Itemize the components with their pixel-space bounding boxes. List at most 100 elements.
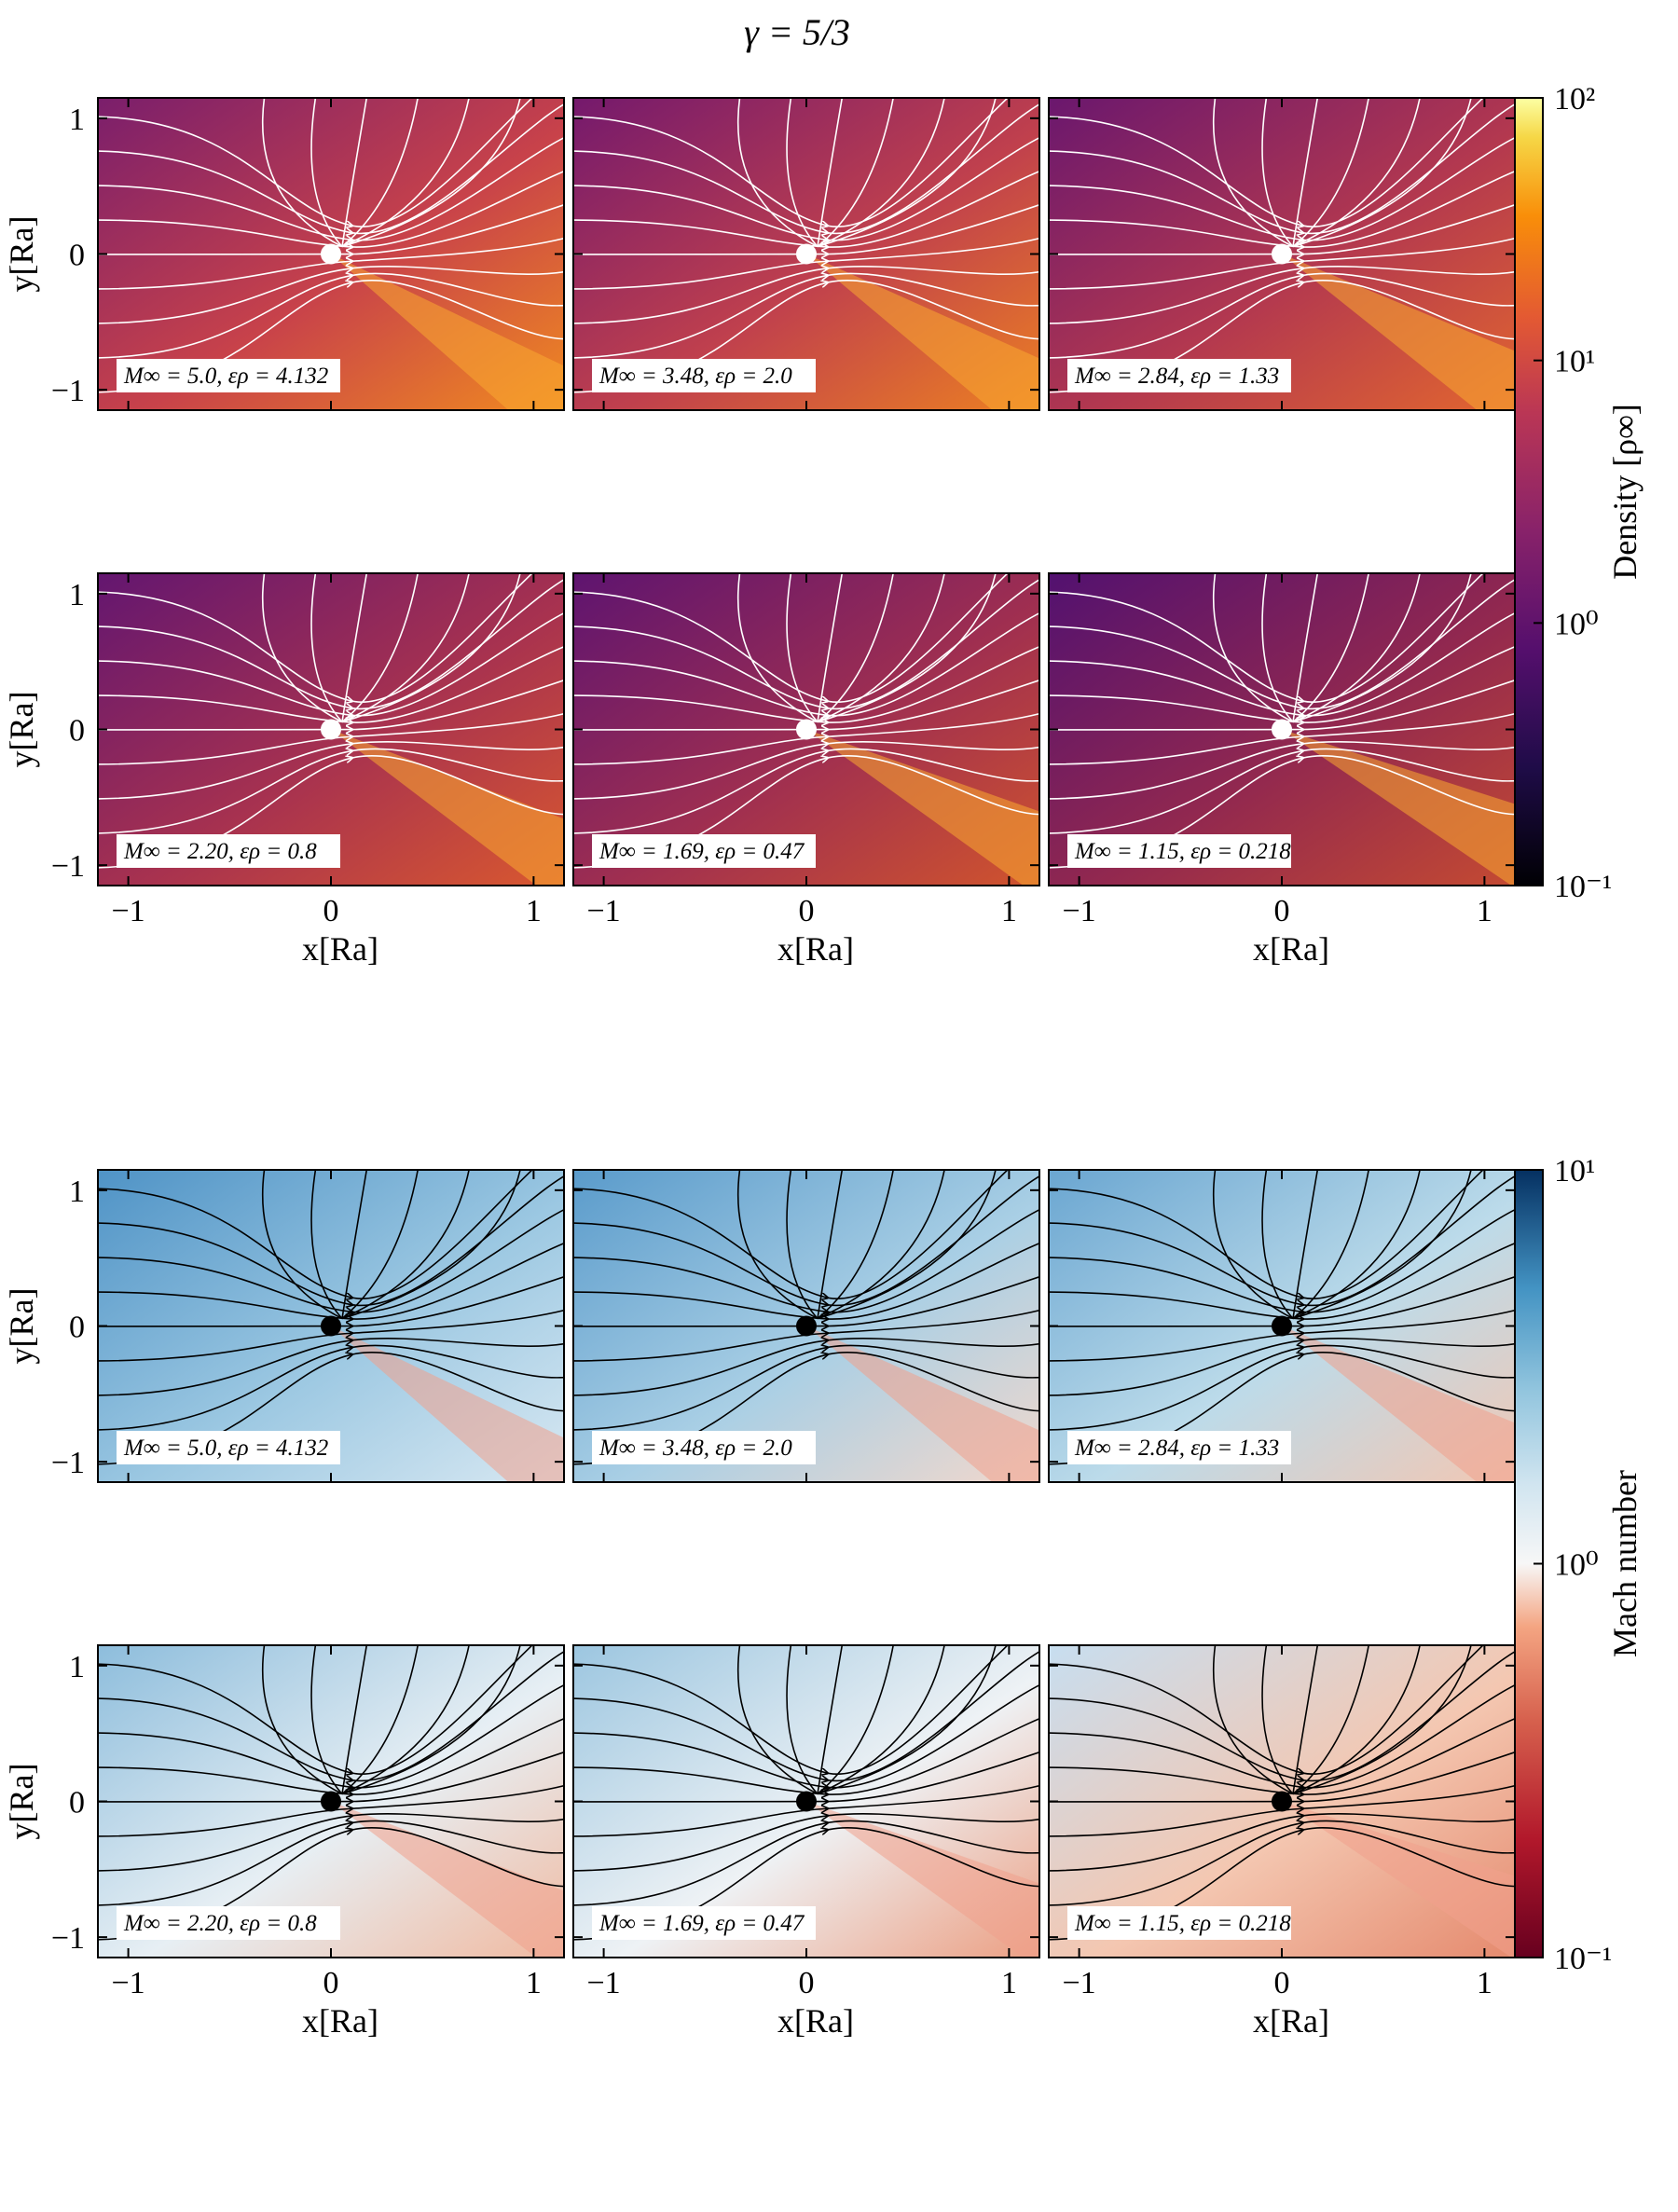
streamlines (98, 1645, 564, 1941)
panel-2: M∞ = 3.48, ερ = 2.0 (572, 1169, 1040, 1483)
streamline (573, 1650, 1039, 1780)
streamline (98, 98, 533, 227)
x-tick-label: −1 (112, 894, 145, 928)
panel-1: −1 0 1 y[Ra] M∞ = 5.0, ερ = 4.132 (3, 97, 565, 411)
streamline (98, 1345, 564, 1431)
streamline (1213, 1645, 1294, 1795)
streamline (98, 712, 564, 765)
streamline (1292, 1170, 1421, 1320)
accretor-marker (796, 243, 817, 265)
streamline (1292, 1645, 1421, 1795)
streamline (98, 1242, 564, 1319)
y-tick-label: −1 (51, 1446, 85, 1480)
streamline (573, 273, 1039, 359)
streamline (1049, 1645, 1484, 1774)
streamline (341, 573, 521, 723)
x-tick-label: 0 (1274, 894, 1290, 928)
svg-text:M∞ = 5.0, ερ = 4.132: M∞ = 5.0, ερ = 4.132 (123, 1436, 328, 1461)
panel-1: −1 0 1 y[Ra] M∞ = 5.0, ερ = 4.132 (3, 1169, 565, 1483)
streamline (98, 573, 533, 702)
colorbar-tick-label: 10⁻¹ (1554, 870, 1612, 904)
y-tick-label: −1 (51, 849, 85, 884)
streamline (573, 237, 1039, 290)
streamline (573, 1751, 1039, 1802)
streamline (1261, 1645, 1294, 1795)
shock-wake (806, 1326, 1039, 1482)
streamline (573, 1784, 1039, 1837)
streamline (341, 98, 368, 247)
accretor-marker (1272, 1791, 1292, 1812)
streamline (262, 98, 343, 248)
panel-annotation: M∞ = 1.69, ερ = 0.47 (592, 834, 816, 868)
streamlines (98, 573, 564, 869)
streamline (817, 573, 945, 723)
streamline (341, 1170, 419, 1320)
figure-title: γ = 5/3 (744, 11, 850, 53)
streamline (98, 578, 564, 708)
y-axis-label: y[Ra] (3, 1288, 40, 1365)
panel-annotation: M∞ = 1.69, ερ = 0.47 (592, 1906, 816, 1940)
y-tick-label: 0 (69, 1311, 85, 1345)
y-tick-label: −1 (51, 374, 85, 408)
streamline (817, 98, 997, 248)
svg-text:M∞ = 2.84, ερ = 1.33: M∞ = 2.84, ερ = 1.33 (1074, 364, 1279, 389)
streamline (262, 1170, 343, 1320)
panel-3: M∞ = 2.84, ερ = 1.33 (1048, 1169, 1516, 1483)
panel-5: −1 0 1 x[Ra] M∞ = 1.69, ερ = 0.47 (572, 1644, 1040, 2040)
streamline (98, 1650, 564, 1780)
mach-block: −1 0 1 y[Ra] M∞ = 5.0, ερ = 4.132 M∞ = 3.48, … (3, 1154, 1644, 2040)
streamline (1049, 749, 1515, 834)
streamline (1261, 1170, 1294, 1320)
streamline (1292, 1170, 1369, 1320)
colorbar-tick-label: 10² (1554, 82, 1595, 117)
panel-annotation: M∞ = 5.0, ερ = 4.132 (117, 1431, 340, 1464)
panel-annotation: M∞ = 2.84, ερ = 1.33 (1067, 1431, 1291, 1464)
x-tick-label: −1 (112, 1966, 145, 2000)
streamline (573, 1645, 1009, 1774)
streamline (573, 1275, 1039, 1326)
streamline (98, 1784, 564, 1837)
streamline (1292, 1645, 1472, 1795)
streamlines (573, 1170, 1039, 1465)
y-axis-label: y[Ra] (3, 1764, 40, 1840)
panel-5: −1 0 1 x[Ra] M∞ = 1.69, ερ = 0.47 (572, 572, 1040, 968)
x-tick-label: −1 (587, 1966, 621, 2000)
x-tick-label: −1 (587, 894, 621, 928)
streamline (817, 1170, 844, 1319)
streamline (737, 1170, 818, 1320)
panel-annotation: M∞ = 5.0, ερ = 4.132 (117, 359, 340, 392)
panel-annotation: M∞ = 2.84, ερ = 1.33 (1067, 359, 1291, 392)
y-tick-label: 1 (69, 1175, 85, 1209)
streamline (1292, 98, 1319, 247)
streamline (98, 645, 564, 722)
shock-wake (1282, 1801, 1515, 1958)
streamline (98, 273, 564, 359)
streamline (1292, 98, 1421, 248)
y-tick-label: 0 (69, 239, 85, 273)
streamline (817, 1170, 894, 1320)
streamline (737, 573, 818, 723)
streamline (1049, 1650, 1515, 1780)
streamline (573, 267, 1039, 324)
streamline (1049, 267, 1515, 324)
streamline (817, 1645, 997, 1795)
streamline (573, 749, 1039, 834)
streamline (98, 679, 564, 730)
streamline (1049, 1175, 1515, 1305)
accretor-marker (1272, 1315, 1292, 1337)
svg-text:M∞ = 1.15, ερ = 0.218: M∞ = 1.15, ερ = 0.218 (1074, 1911, 1291, 1936)
accretor-marker (796, 719, 817, 740)
svg-text:M∞ = 1.69, ερ = 0.47: M∞ = 1.69, ερ = 0.47 (598, 1911, 805, 1936)
streamline (1049, 1784, 1515, 1837)
streamlines (1049, 1170, 1515, 1465)
streamline (98, 749, 564, 834)
streamline (573, 645, 1039, 722)
accretor-marker (1272, 243, 1292, 265)
panel-annotation: M∞ = 3.48, ερ = 2.0 (592, 1431, 816, 1464)
streamline (817, 98, 945, 248)
streamline (98, 203, 564, 254)
x-axis-label: x[Ra] (302, 2002, 378, 2040)
shock-wake (331, 1801, 564, 1958)
x-tick-label: 0 (323, 894, 339, 928)
x-tick-label: 1 (1477, 1966, 1492, 2000)
